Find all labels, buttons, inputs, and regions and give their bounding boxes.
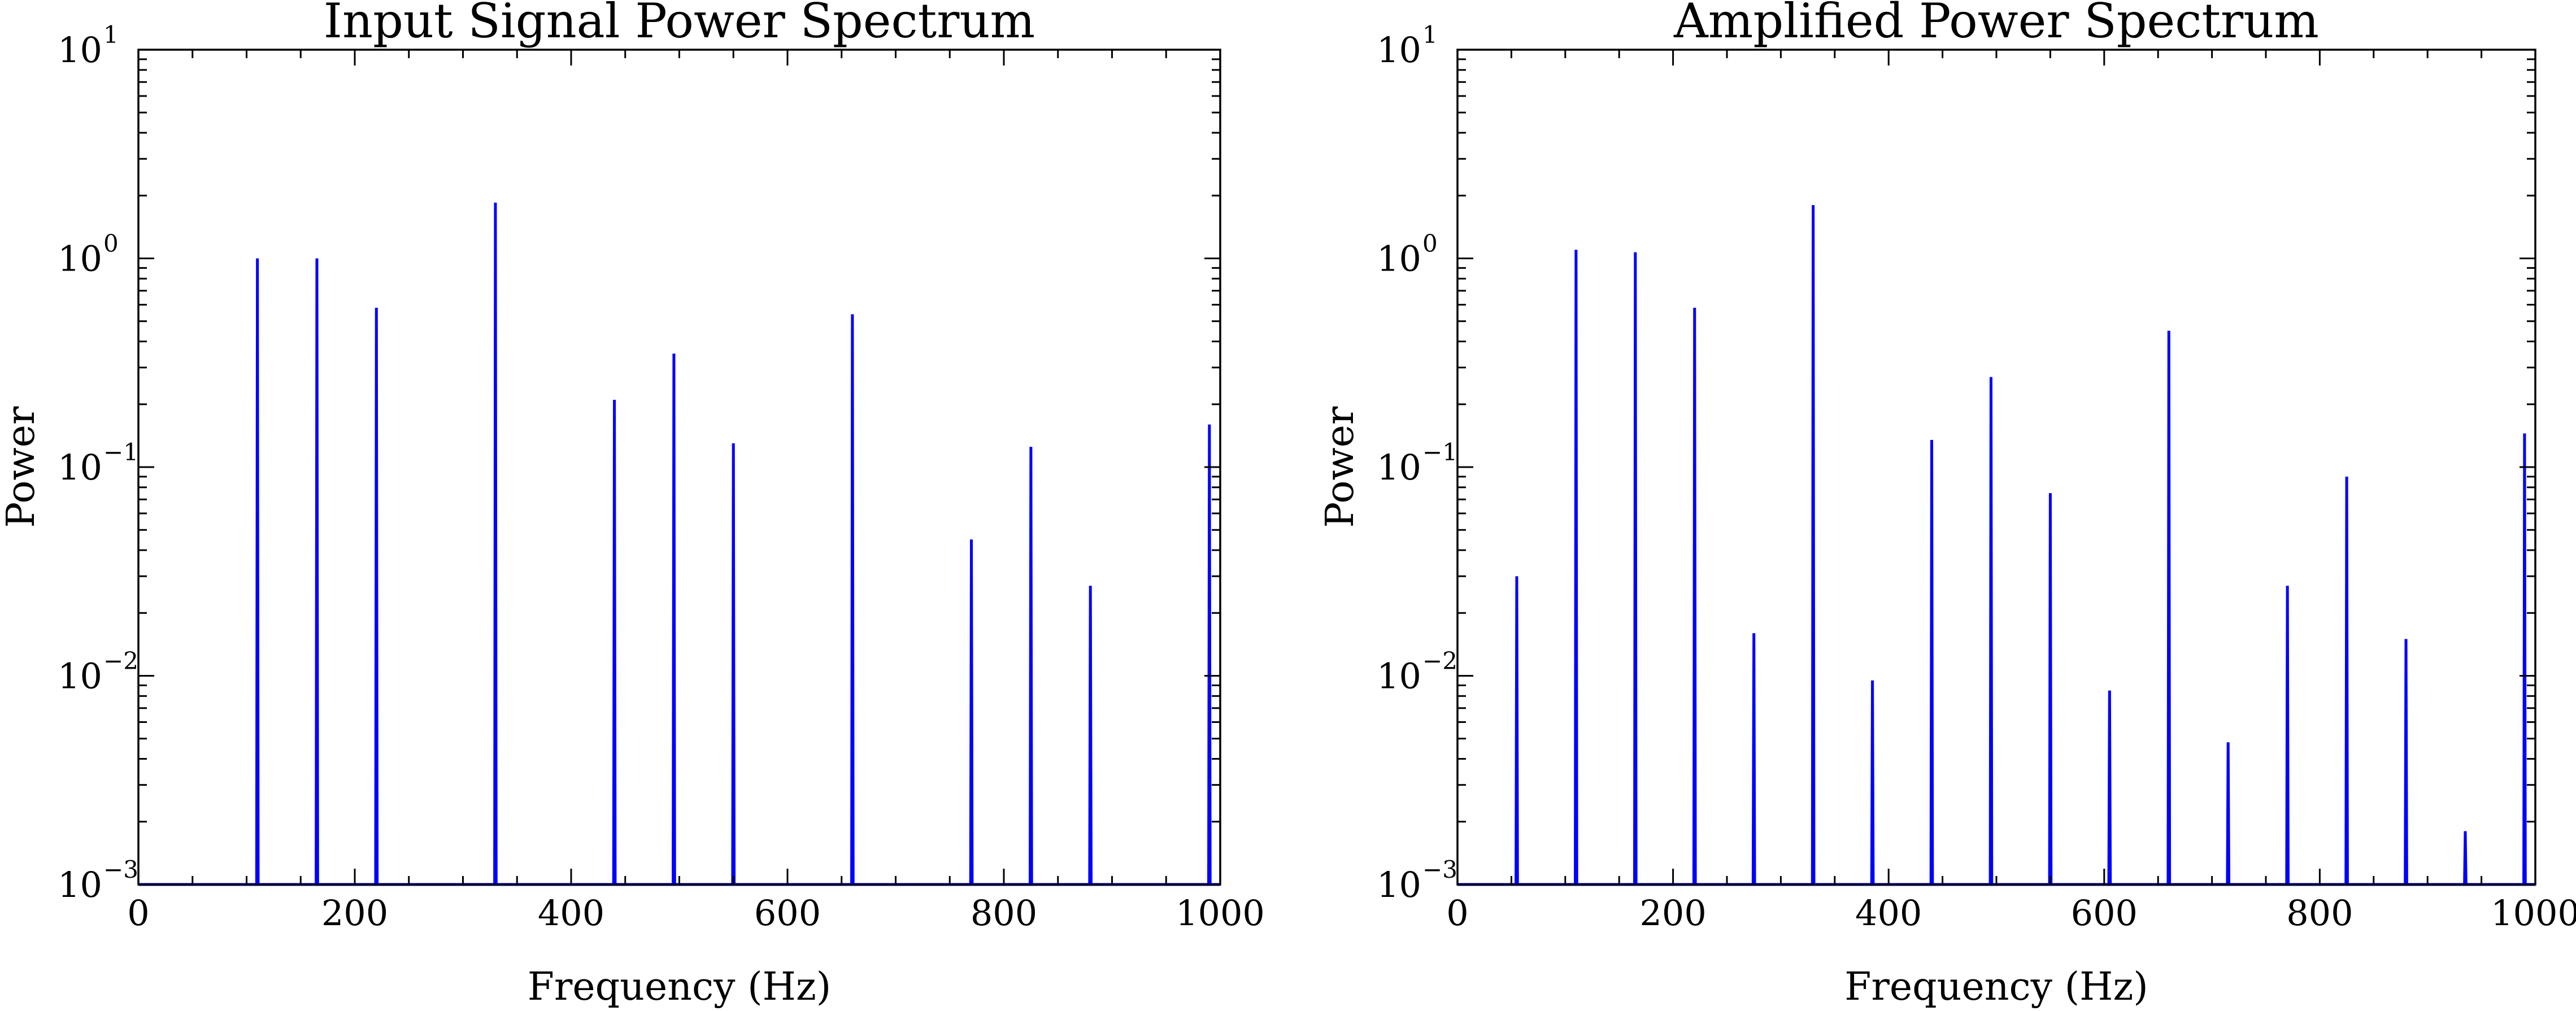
input-spectrum-line [138, 202, 1220, 886]
amplified-y-tick-label: 10 [1377, 656, 1421, 697]
input-x-tick-label: 400 [538, 892, 604, 934]
input-chart-title: Input Signal Power Spectrum [324, 0, 1035, 49]
amplified-plot-frame [1456, 49, 2536, 886]
amplified-spectrum-line [1457, 205, 2535, 886]
input-plot-frame [137, 49, 1221, 886]
input-y-axis-label: Power [0, 406, 43, 528]
input-x-tick-label: 1000 [1176, 892, 1265, 934]
amplified-x-axis-label: Frequency (Hz) [1844, 965, 2148, 1009]
amplified-spectrum-panel: Amplified Power Spectrum Frequency (Hz) Po… [1318, 0, 2576, 1009]
amplified-x-tick-label: 800 [2286, 892, 2353, 934]
amplified-y-tick-label: 10 [1377, 447, 1421, 488]
input-x-tick-label: 600 [754, 892, 821, 934]
amplified-y-tick-exponent: −2 [1422, 647, 1457, 675]
input-x-tick-label: 800 [971, 892, 1037, 934]
amplified-x-tick-label: 1000 [2491, 892, 2576, 934]
amplified-y-tick-label: 10 [1377, 29, 1421, 71]
input-y-tick-exponent: −2 [103, 647, 138, 675]
input-y-tick-exponent: 0 [103, 230, 119, 258]
amplified-y-tick-label: 10 [1377, 864, 1421, 905]
input-y-tick-exponent: −1 [103, 438, 138, 466]
input-y-tick-label: 10 [58, 29, 102, 71]
amplified-x-tick-label: 600 [2071, 892, 2138, 934]
input-y-tick-label: 10 [58, 238, 102, 280]
input-x-tick-label: 200 [321, 892, 388, 934]
input-y-tick-label: 10 [58, 656, 102, 697]
amplified-x-tick-label: 400 [1855, 892, 1922, 934]
amplified-x-tick-label: 0 [1446, 892, 1468, 934]
amplified-chart-title: Amplified Power Spectrum [1673, 0, 2319, 49]
amplified-x-tick-label: 200 [1639, 892, 1706, 934]
input-x-tick-label: 0 [127, 892, 149, 934]
input-y-tick-label: 10 [58, 864, 102, 905]
input-x-axis-label: Frequency (Hz) [528, 965, 832, 1009]
amplified-y-tick-exponent: −3 [1422, 856, 1457, 883]
amplified-y-tick-label: 10 [1377, 238, 1421, 280]
input-y-tick-exponent: −3 [103, 856, 138, 883]
amplified-y-axis-label: Power [1318, 406, 1363, 528]
input-spectrum-panel: Input Signal Power Spectrum Frequency (Hz… [0, 0, 1265, 1009]
input-y-tick-exponent: 1 [103, 21, 119, 49]
input-y-tick-label: 10 [58, 447, 102, 488]
amplified-y-tick-exponent: 1 [1422, 21, 1438, 49]
amplified-y-tick-exponent: 0 [1422, 230, 1438, 258]
amplified-y-tick-exponent: −1 [1422, 438, 1457, 466]
